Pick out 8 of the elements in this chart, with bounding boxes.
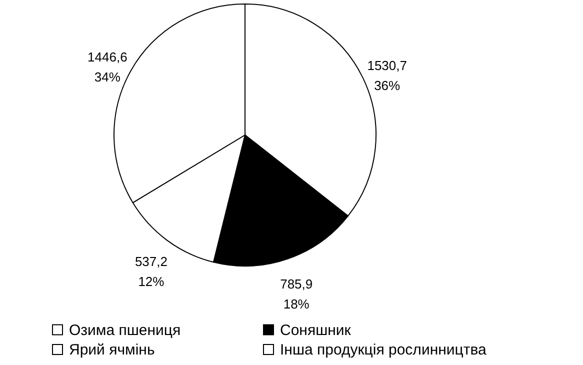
legend-label: Інша продукція рослинництва xyxy=(280,342,488,358)
data-label: 785,9 18% xyxy=(280,276,313,312)
legend-label: Ярий ячмінь xyxy=(69,342,155,358)
data-label: 1446,6 34% xyxy=(88,49,128,84)
data-label: 537,2 12% xyxy=(134,254,168,290)
legend-label: Озима пшениця xyxy=(69,322,181,339)
legend-label: Соняшник xyxy=(280,322,352,339)
data-label: 1530,7 36% xyxy=(367,58,407,93)
